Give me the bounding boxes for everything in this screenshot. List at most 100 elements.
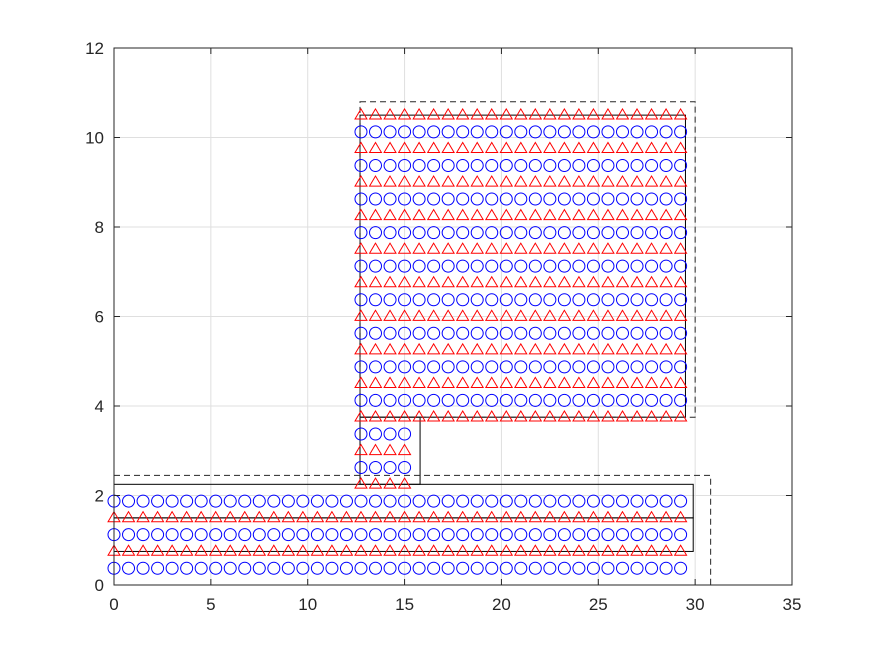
circle-marker bbox=[674, 360, 688, 374]
triangle-marker bbox=[426, 275, 441, 288]
circle-marker bbox=[427, 293, 441, 307]
triangle-marker bbox=[499, 510, 514, 523]
triangle-marker bbox=[513, 309, 528, 321]
triangle-marker bbox=[630, 175, 644, 187]
triangle-marker bbox=[659, 309, 673, 321]
circle-marker bbox=[557, 125, 571, 139]
circle-marker bbox=[122, 528, 136, 542]
circle-marker bbox=[470, 293, 484, 307]
triangle-marker bbox=[455, 376, 470, 388]
circle-marker bbox=[470, 528, 484, 542]
triangle-marker bbox=[644, 544, 659, 556]
circle-marker bbox=[310, 528, 324, 542]
y-tick-label: 12 bbox=[85, 39, 104, 58]
triangle-marker bbox=[586, 309, 601, 321]
circle-marker bbox=[601, 226, 615, 240]
x-tick-label: 0 bbox=[109, 595, 118, 614]
triangle-marker bbox=[572, 510, 586, 523]
circle-marker bbox=[354, 192, 368, 206]
triangle-marker bbox=[630, 275, 644, 288]
triangle-marker bbox=[368, 208, 383, 221]
y-tick-label: 8 bbox=[95, 218, 104, 237]
circle-marker bbox=[369, 192, 383, 206]
triangle-marker bbox=[136, 544, 150, 556]
triangle-marker bbox=[354, 410, 368, 422]
circle-marker bbox=[398, 461, 412, 475]
circle-marker bbox=[674, 259, 688, 273]
triangle-marker bbox=[528, 107, 543, 120]
triangle-marker bbox=[441, 342, 455, 355]
circle-marker bbox=[674, 226, 688, 240]
triangle-marker bbox=[441, 410, 455, 422]
triangle-marker bbox=[484, 376, 499, 388]
triangle-marker bbox=[397, 275, 412, 288]
circle-marker bbox=[369, 393, 383, 407]
circle-marker bbox=[557, 293, 571, 307]
circle-marker bbox=[456, 158, 470, 172]
circle-marker bbox=[645, 226, 659, 240]
circle-marker bbox=[543, 192, 557, 206]
triangle-marker bbox=[630, 376, 644, 388]
circle-marker bbox=[514, 494, 528, 508]
triangle-marker bbox=[586, 510, 601, 523]
y-tick-label: 10 bbox=[85, 129, 104, 148]
triangle-marker bbox=[601, 376, 615, 388]
circle-marker bbox=[427, 360, 441, 374]
triangle-marker bbox=[615, 309, 630, 321]
triangle-marker bbox=[368, 376, 383, 388]
triangle-marker bbox=[572, 175, 586, 187]
triangle-marker bbox=[383, 544, 397, 556]
triangle-marker bbox=[412, 242, 426, 254]
circle-marker bbox=[557, 494, 571, 508]
triangle-marker bbox=[281, 510, 296, 523]
circle-marker bbox=[485, 326, 499, 340]
circle-marker bbox=[441, 326, 455, 340]
triangle-marker bbox=[354, 275, 368, 288]
circle-marker bbox=[485, 125, 499, 139]
circle-marker bbox=[630, 360, 644, 374]
triangle-marker bbox=[368, 141, 383, 154]
triangle-marker bbox=[644, 175, 659, 187]
triangle-marker bbox=[615, 208, 630, 221]
triangle-marker bbox=[499, 309, 514, 321]
triangle-marker bbox=[412, 141, 426, 154]
circle-marker bbox=[398, 226, 412, 240]
circle-marker bbox=[674, 125, 688, 139]
triangle-marker bbox=[513, 510, 528, 523]
triangle-marker bbox=[528, 342, 543, 355]
triangle-marker bbox=[586, 342, 601, 355]
x-tick-label: 10 bbox=[298, 595, 317, 614]
circle-marker bbox=[616, 259, 629, 273]
circle-marker bbox=[354, 259, 368, 273]
circle-marker bbox=[281, 561, 295, 575]
triangle-marker bbox=[412, 410, 426, 422]
triangle-marker bbox=[513, 175, 528, 187]
circle-marker bbox=[369, 259, 383, 273]
triangle-marker bbox=[368, 107, 383, 120]
triangle-marker bbox=[281, 544, 296, 556]
circle-marker bbox=[499, 158, 513, 172]
circle-marker bbox=[499, 360, 513, 374]
triangle-marker bbox=[383, 175, 397, 187]
triangle-marker bbox=[557, 410, 572, 422]
circle-marker bbox=[209, 494, 223, 508]
circle-marker bbox=[470, 494, 484, 508]
circle-marker bbox=[630, 158, 644, 172]
circle-marker bbox=[586, 326, 600, 340]
circle-marker bbox=[616, 528, 629, 542]
triangle-marker bbox=[354, 175, 368, 187]
triangle-marker bbox=[397, 342, 412, 355]
triangle-marker bbox=[179, 510, 194, 523]
circle-marker bbox=[630, 226, 644, 240]
circle-marker bbox=[441, 226, 455, 240]
circle-marker bbox=[528, 360, 542, 374]
triangle-marker bbox=[383, 477, 397, 489]
circle-marker bbox=[601, 494, 615, 508]
circle-marker bbox=[427, 326, 441, 340]
triangle-marker bbox=[615, 242, 630, 254]
circle-marker bbox=[659, 158, 673, 172]
circle-marker bbox=[674, 326, 688, 340]
triangle-marker bbox=[673, 410, 688, 422]
circle-marker bbox=[470, 259, 484, 273]
